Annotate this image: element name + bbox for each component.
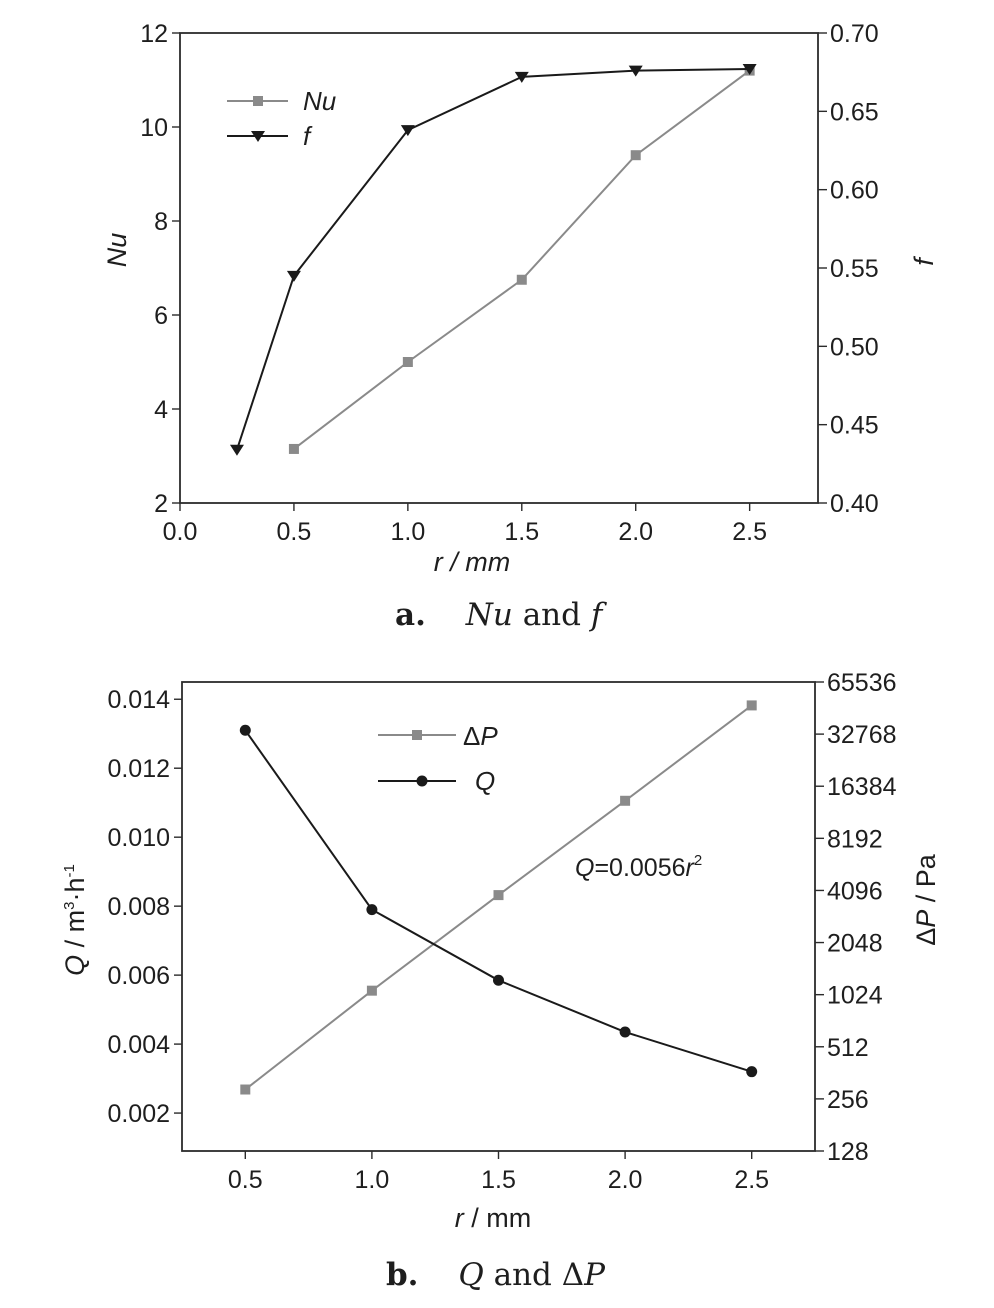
y-left-tick-label: 10 xyxy=(140,114,168,142)
data-point xyxy=(746,700,757,711)
data-point xyxy=(239,724,251,736)
x-tick-label: 1.5 xyxy=(481,1166,516,1194)
y-right-tick-label: 128 xyxy=(827,1138,869,1166)
data-point xyxy=(514,71,529,83)
y-left-tick-label: 0.012 xyxy=(107,755,170,783)
data-point xyxy=(493,974,504,986)
y-right-title-a: f xyxy=(909,256,939,266)
y-left-tick-label: 12 xyxy=(140,20,168,48)
data-point xyxy=(619,1026,631,1038)
y-left-tick-label: 0.014 xyxy=(107,686,170,714)
equation-annotation: Q=0.0056r2 xyxy=(575,852,702,882)
data-point xyxy=(628,65,643,77)
y-left-title-b: Q / m3·h-1 xyxy=(60,864,90,976)
legend-dp-label: ΔP xyxy=(463,721,498,751)
legend-a: Nu f xyxy=(227,86,336,151)
x-tick-label: 2.5 xyxy=(734,1166,769,1194)
x-tick-label: 0.5 xyxy=(228,1166,263,1194)
legend-b: ΔP Q xyxy=(378,721,498,796)
y-right-tick-label: 8192 xyxy=(827,825,883,853)
legend-dp-marker xyxy=(412,730,422,740)
y-right-tick-label: 65536 xyxy=(827,669,897,697)
y-right-tick-label: 2048 xyxy=(827,930,883,958)
y-left-title-a: Nu xyxy=(102,233,132,268)
data-point xyxy=(400,125,415,137)
y-right-tick-label: 512 xyxy=(827,1034,869,1062)
data-point xyxy=(742,64,757,76)
plot-frame-b xyxy=(181,681,816,1152)
legend-f-label: f xyxy=(303,121,313,151)
caption-a: a. Nu and f xyxy=(395,597,608,633)
x-axis-title-a: r / mm xyxy=(434,547,510,577)
y-right-tick-label: 0.45 xyxy=(830,412,879,440)
chart-q-dp: 0.5 1.0 1.5 2.0 2.5 0.002 0.004 0.006 0.008 0.01… xyxy=(60,669,941,1293)
data-point xyxy=(288,443,299,454)
x-axis-title-b: r / mm xyxy=(455,1203,532,1233)
y-right-tick-label: 32768 xyxy=(827,721,897,749)
y-left-tick-label: 6 xyxy=(154,302,168,330)
x-tick-label: 2.5 xyxy=(732,518,767,546)
y-right-tick-label: 256 xyxy=(827,1086,869,1114)
y-left-tick-label: 0.002 xyxy=(107,1100,170,1128)
y-right-tick-label: 0.40 xyxy=(830,490,879,518)
x-tick-label: 2.0 xyxy=(618,518,653,546)
y-right-tick-label: 1024 xyxy=(827,982,883,1010)
series-line-1 xyxy=(244,729,752,1073)
data-point xyxy=(366,904,378,916)
data-point xyxy=(229,444,244,456)
legend-f-marker xyxy=(251,131,265,142)
legend-nu-label: Nu xyxy=(303,86,336,116)
series-line-1 xyxy=(236,68,750,451)
legend-q-marker xyxy=(416,775,428,787)
x-tick-label: 0.5 xyxy=(277,518,312,546)
caption-b: b. Q and ΔP xyxy=(386,1257,606,1293)
legend-nu-marker xyxy=(253,96,263,106)
x-tick-label: 0.0 xyxy=(163,518,198,546)
y-left-tick-label: 0.010 xyxy=(107,824,170,852)
x-tick-label: 1.5 xyxy=(504,518,539,546)
y-right-tick-label: 16384 xyxy=(827,773,897,801)
y-right-tick-label: 0.55 xyxy=(830,255,879,283)
y-right-title-b: ΔP / Pa xyxy=(911,853,941,946)
data-point xyxy=(286,270,301,282)
y-left-tick-label: 0.008 xyxy=(107,893,170,921)
plot-frame-a xyxy=(179,32,819,504)
y-right-tick-label: 0.65 xyxy=(830,98,879,126)
data-point xyxy=(516,274,527,285)
x-tick-label: 1.0 xyxy=(355,1166,390,1194)
y-right-tick-label: 0.70 xyxy=(830,20,879,48)
legend-q-label: Q xyxy=(475,766,495,796)
data-point xyxy=(620,795,631,806)
y-right-tick-label: 4096 xyxy=(827,877,883,905)
data-point xyxy=(630,150,641,161)
x-tick-label: 2.0 xyxy=(608,1166,643,1194)
data-point xyxy=(240,1084,251,1095)
y-left-tick-label: 8 xyxy=(154,208,168,236)
data-point xyxy=(366,985,377,996)
data-point xyxy=(493,890,504,901)
y-right-tick-label: 0.50 xyxy=(830,333,879,361)
x-tick-label: 1.0 xyxy=(390,518,425,546)
y-left-tick-label: 4 xyxy=(154,396,168,424)
y-right-tick-label: 0.60 xyxy=(830,177,879,205)
y-left-tick-label: 0.004 xyxy=(107,1031,170,1059)
data-point xyxy=(402,357,413,367)
chart-nu-f: 0.0 0.5 1.0 1.5 2.0 2.5 2 4 6 8 10 12 0.40 0.45 0.50… xyxy=(102,20,939,633)
y-left-tick-label: 0.006 xyxy=(107,962,170,990)
data-point xyxy=(746,1066,758,1078)
series-line-0 xyxy=(293,69,751,450)
y-left-tick-label: 2 xyxy=(154,490,168,518)
